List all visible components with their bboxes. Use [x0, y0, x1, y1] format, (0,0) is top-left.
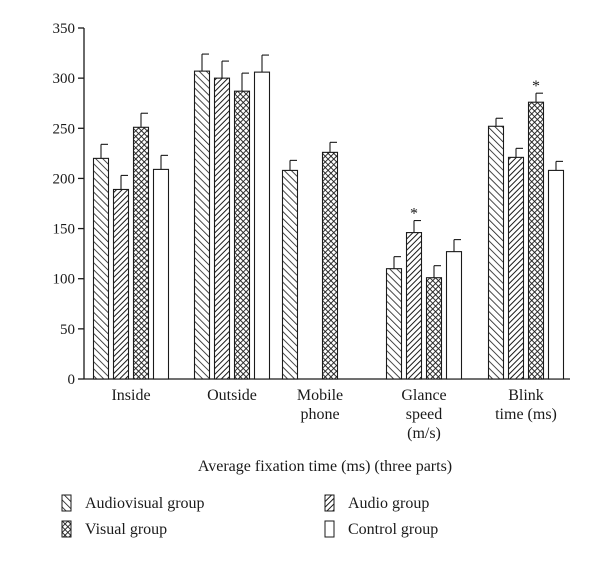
bar — [507, 156, 525, 380]
legend-swatch — [324, 520, 335, 538]
bar — [281, 169, 299, 380]
bar — [152, 168, 170, 380]
bar — [547, 169, 565, 380]
legend-swatch — [61, 520, 72, 538]
legend-swatch — [61, 494, 72, 512]
legend: Audiovisual group Audio group Visual group… — [61, 494, 438, 538]
bar — [193, 70, 211, 380]
x-tick-label: Mobile phone — [297, 387, 343, 423]
y-tick-label: 50 — [60, 322, 75, 338]
legend-label: Control group — [348, 521, 438, 538]
bar — [213, 77, 231, 380]
category-labels: Inside Outside Mobile phone Glance speed (m/s)… — [111, 387, 556, 442]
bar — [253, 71, 271, 380]
bar — [112, 188, 130, 380]
y-tick-label: 250 — [53, 121, 76, 137]
y-tick-label: 0 — [68, 372, 76, 388]
y-tick-label: 350 — [53, 21, 76, 37]
legend-label: Visual group — [85, 521, 167, 538]
x-axis-title: Average fixation time (ms) (three parts) — [198, 458, 452, 475]
bar — [445, 251, 463, 380]
significance-marker: * — [532, 78, 540, 95]
x-tick-label: Outside — [207, 387, 257, 404]
bar — [132, 126, 150, 380]
bar — [385, 268, 403, 380]
bars: ** — [92, 53, 565, 380]
bar — [425, 277, 443, 380]
significance-marker: * — [410, 206, 418, 223]
x-tick-label: Inside — [111, 387, 150, 404]
y-tick-label: 200 — [53, 171, 76, 187]
x-tick-label: Glance speed (m/s) — [401, 387, 446, 442]
y-tick-label: 100 — [53, 272, 76, 288]
legend-label: Audio group — [348, 495, 429, 512]
y-tick-label: 300 — [53, 71, 76, 87]
bar — [527, 101, 545, 380]
bar — [321, 151, 339, 380]
bar — [487, 125, 505, 380]
legend-label: Audiovisual group — [85, 495, 205, 512]
y-tick-label: 150 — [53, 222, 76, 238]
legend-swatch — [324, 494, 335, 512]
y-axis-ticks: 0 50 100 150 200 250 300 350 — [53, 21, 84, 388]
bar — [405, 232, 423, 380]
x-tick-label: Blink time (ms) — [495, 387, 557, 423]
bar — [92, 157, 110, 380]
bar — [233, 90, 251, 380]
